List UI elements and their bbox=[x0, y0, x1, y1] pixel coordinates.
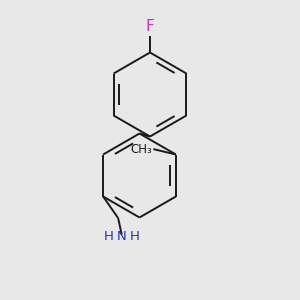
Text: H: H bbox=[103, 230, 113, 244]
Text: H: H bbox=[130, 230, 140, 244]
Text: CH₃: CH₃ bbox=[130, 142, 152, 156]
Text: N: N bbox=[117, 230, 127, 244]
Text: F: F bbox=[146, 19, 154, 34]
